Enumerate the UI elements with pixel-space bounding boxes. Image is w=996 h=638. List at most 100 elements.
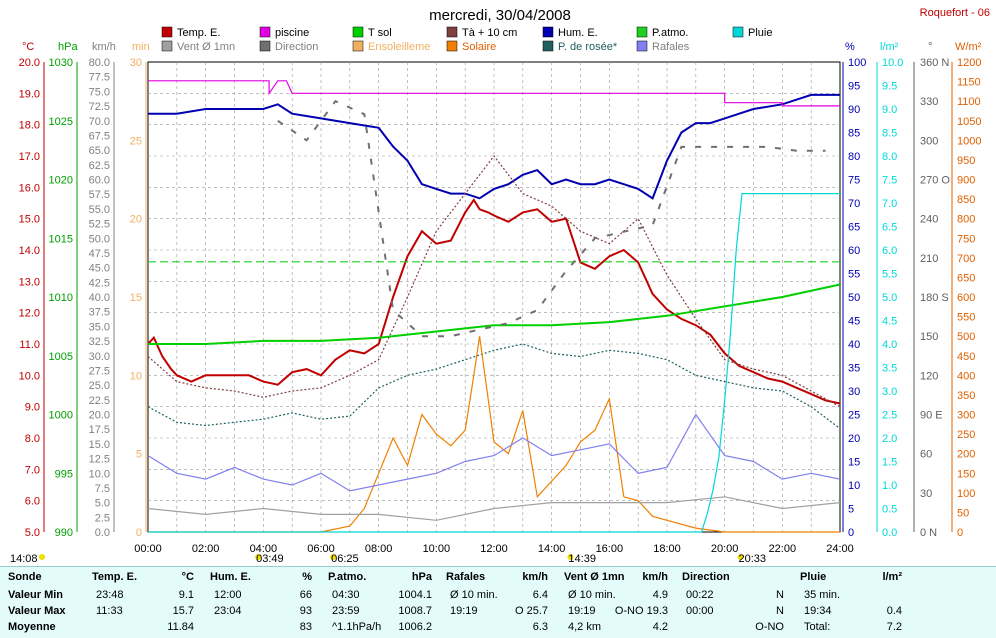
axis-unit-humidity_pct: % — [845, 41, 855, 53]
tick-label: 2.0 — [882, 433, 897, 445]
tick-label: 9.0 — [882, 104, 897, 116]
stats-cell-time: 19:19 — [568, 605, 596, 617]
tick-label: 14.0 — [19, 245, 40, 257]
stats-hum: Hum. E.% 12:00 66 23:04 93 83 — [210, 567, 320, 638]
tick-label: 62.5 — [89, 160, 110, 172]
tick-label: 90 E — [920, 410, 943, 422]
x-tick-label: 12:00 — [480, 543, 508, 555]
tick-label: 10 — [848, 480, 860, 492]
series-layer — [147, 80, 841, 533]
stats-cell-time: 35 min. — [804, 589, 841, 601]
x-tick-label: 00:00 — [134, 543, 162, 555]
stats-cell-value: 4.9 — [652, 589, 668, 601]
tick-label: 6.5 — [882, 222, 897, 234]
time-marker-dot — [255, 554, 262, 560]
tick-label: 5.5 — [882, 269, 897, 281]
tick-label: 0.0 — [95, 527, 110, 539]
tick-label: 85 — [848, 128, 860, 140]
legend-label: P.atmo. — [652, 27, 689, 39]
axis-unit-rain_lm2: l/m² — [880, 41, 899, 53]
stats-header: Direction — [682, 571, 730, 583]
legend-swatch — [161, 40, 173, 52]
time-marker-dot — [567, 554, 574, 560]
axis-unit-sun_min: min — [132, 41, 150, 53]
tick-label: 330 — [920, 96, 938, 108]
tick-label: 15 — [848, 457, 860, 469]
tick-label: 0 — [957, 527, 963, 539]
series-rafales — [147, 413, 841, 492]
axis-unit-solar_wm2: W/m² — [955, 41, 982, 53]
tick-label: 57.5 — [89, 189, 110, 201]
tick-label: 5 — [136, 449, 142, 461]
tick-label: 995 — [55, 468, 73, 480]
tick-label: 500 — [957, 331, 975, 343]
tick-label: 15 — [130, 292, 142, 304]
legend-swatch — [161, 26, 173, 38]
tick-label: 1015 — [49, 233, 73, 245]
series-piscine — [148, 80, 840, 107]
stats-cell-value: N — [776, 605, 784, 617]
tick-label: 8.0 — [882, 151, 897, 163]
stats-header: P.atmo. — [328, 571, 367, 583]
legend-swatch — [542, 26, 554, 38]
stats-cell-time: ^1.1hPa/h — [332, 621, 382, 633]
tick-label: 19.0 — [19, 88, 40, 100]
tick-label: 400 — [957, 370, 975, 382]
tick-label: 75 — [848, 175, 860, 187]
legend-label: Tà + 10 cm — [462, 27, 517, 39]
tick-label: 1025 — [49, 116, 73, 128]
tick-label: 5.0 — [25, 527, 40, 539]
time-marker-label: 03:49 — [256, 553, 284, 565]
tick-label: 850 — [957, 194, 975, 206]
legend-swatch — [259, 40, 271, 52]
tick-label: 65 — [848, 222, 860, 234]
x-tick-label: 06:00 — [307, 543, 335, 555]
series-direction — [277, 99, 826, 338]
tick-label: 1200 — [957, 57, 981, 69]
tick-label: 2.5 — [882, 410, 897, 422]
x-tick-label: 14:00 — [538, 543, 566, 555]
tick-label: 35.0 — [89, 321, 110, 333]
time-marker-label: 14:39 — [568, 553, 596, 565]
stats-cell-value: 9.1 — [178, 589, 194, 601]
tick-label: 11.0 — [19, 339, 40, 351]
legend-label: piscine — [275, 27, 309, 39]
tick-label: 900 — [957, 175, 975, 187]
tick-label: 1020 — [49, 175, 73, 187]
series-pluie — [148, 193, 840, 533]
tick-label: 52.5 — [89, 219, 110, 231]
legend-label: Direction — [275, 41, 318, 53]
tick-label: 72.5 — [89, 101, 110, 113]
stats-unit: l/m² — [882, 571, 902, 583]
tick-label: 60.0 — [89, 175, 110, 187]
series-p-de-ros-e- — [147, 343, 841, 430]
tick-label: 30.0 — [89, 351, 110, 363]
x-tick-label: 18:00 — [653, 543, 681, 555]
stats-unit: km/h — [522, 571, 548, 583]
axis-unit-pressure_hpa: hPa — [58, 41, 78, 53]
x-tick-label: 22:00 — [769, 543, 797, 555]
tick-label: 20.0 — [19, 57, 40, 69]
legend-swatch — [259, 26, 271, 38]
tick-label: 4.0 — [882, 339, 897, 351]
stats-vent: Vent Ø 1mn km/h Ø 10 min. 4.9 19:19 O-NO 19.3… — [564, 567, 676, 638]
stats-patmo: P.atmo. hPa 04:30 1004.1 23:59 1008.7 ^1.1hPa/… — [328, 567, 440, 638]
legend-swatch — [732, 26, 744, 38]
x-tick-label: 02:00 — [192, 543, 220, 555]
tick-label: 12.0 — [19, 308, 40, 320]
stats-unit: km/h — [642, 571, 668, 583]
tick-label: 15.0 — [89, 439, 110, 451]
stats-panel: Sonde Valeur Min Valeur Max Moyenne Temp… — [0, 566, 996, 638]
stats-row-label: Moyenne — [8, 621, 56, 633]
legend-label: Temp. E. — [177, 27, 220, 39]
stats-cell-time: 23:59 — [332, 605, 360, 617]
tick-label: 55 — [848, 269, 860, 281]
tick-label: 1000 — [49, 410, 73, 422]
stats-cell-value: N — [776, 589, 784, 601]
stats-cell-time: Ø 10 min. — [450, 589, 498, 601]
tick-label: 7.5 — [882, 175, 897, 187]
legend-swatch — [542, 40, 554, 52]
tick-label: 250 — [957, 429, 975, 441]
tick-label: 30 — [130, 57, 142, 69]
tick-label: 210 — [920, 253, 938, 265]
